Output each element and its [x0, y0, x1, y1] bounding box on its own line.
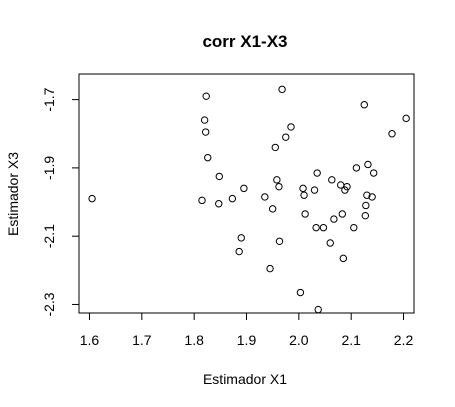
data-point — [271, 143, 279, 152]
data-point — [330, 215, 338, 223]
data-point — [282, 133, 290, 141]
data-point — [362, 201, 370, 210]
data-point — [326, 239, 334, 247]
y-axis-label: Estimador X3 — [5, 152, 21, 236]
y-tick-label: -2.3 — [41, 292, 57, 316]
data-point — [202, 92, 210, 100]
data-points — [88, 85, 410, 314]
data-point — [299, 184, 307, 193]
data-point — [296, 288, 305, 297]
data-point — [364, 160, 372, 169]
data-point — [273, 176, 281, 184]
data-point — [275, 237, 284, 246]
data-point — [360, 101, 368, 109]
chart-title: corr X1-X3 — [202, 32, 287, 51]
data-point — [228, 194, 237, 203]
data-point — [388, 130, 396, 138]
data-point — [343, 182, 351, 191]
data-point — [328, 176, 336, 184]
data-point — [266, 264, 274, 273]
data-point — [363, 191, 371, 199]
data-point — [278, 85, 286, 94]
data-point — [300, 191, 308, 199]
data-point — [287, 123, 295, 131]
data-point — [402, 114, 410, 123]
data-point — [237, 234, 245, 242]
x-tick-label: 1.7 — [132, 332, 152, 348]
x-tick-label: 2.0 — [289, 332, 309, 348]
data-point — [198, 196, 206, 205]
x-tick-label: 1.9 — [237, 332, 257, 348]
data-point — [319, 223, 328, 232]
data-point — [301, 210, 309, 218]
data-point — [339, 254, 348, 263]
data-point — [275, 182, 283, 191]
y-tick-label: -1.7 — [41, 87, 57, 111]
data-point — [268, 205, 277, 213]
data-point — [338, 210, 346, 218]
x-tick-label: 2.2 — [394, 332, 414, 348]
data-point — [368, 193, 376, 201]
data-point — [313, 169, 321, 177]
x-tick-label: 1.6 — [80, 332, 100, 348]
data-point — [200, 116, 209, 124]
data-point — [369, 169, 378, 177]
data-point — [314, 305, 322, 314]
data-point — [240, 184, 248, 193]
x-axis-label: Estimador X1 — [203, 371, 287, 387]
x-tick-label: 1.8 — [184, 332, 204, 348]
data-point — [261, 193, 269, 201]
data-point — [235, 247, 243, 256]
x-tick-label: 2.1 — [341, 332, 361, 348]
data-point — [201, 128, 210, 136]
data-point — [215, 200, 223, 208]
data-point — [204, 153, 212, 162]
y-tick-label: -2.1 — [41, 224, 57, 248]
data-point — [352, 164, 361, 172]
data-point — [312, 223, 320, 232]
data-point — [88, 194, 96, 203]
data-point — [350, 223, 358, 232]
data-point — [361, 211, 370, 220]
data-point — [215, 172, 223, 181]
data-point — [310, 186, 319, 194]
y-axis: -1.7 -1.9 -2.1 -2.3 — [41, 87, 80, 317]
x-axis: 1.6 1.7 1.8 1.9 2.0 2.1 2.2 — [80, 312, 414, 348]
y-tick-label: -1.9 — [41, 156, 57, 180]
